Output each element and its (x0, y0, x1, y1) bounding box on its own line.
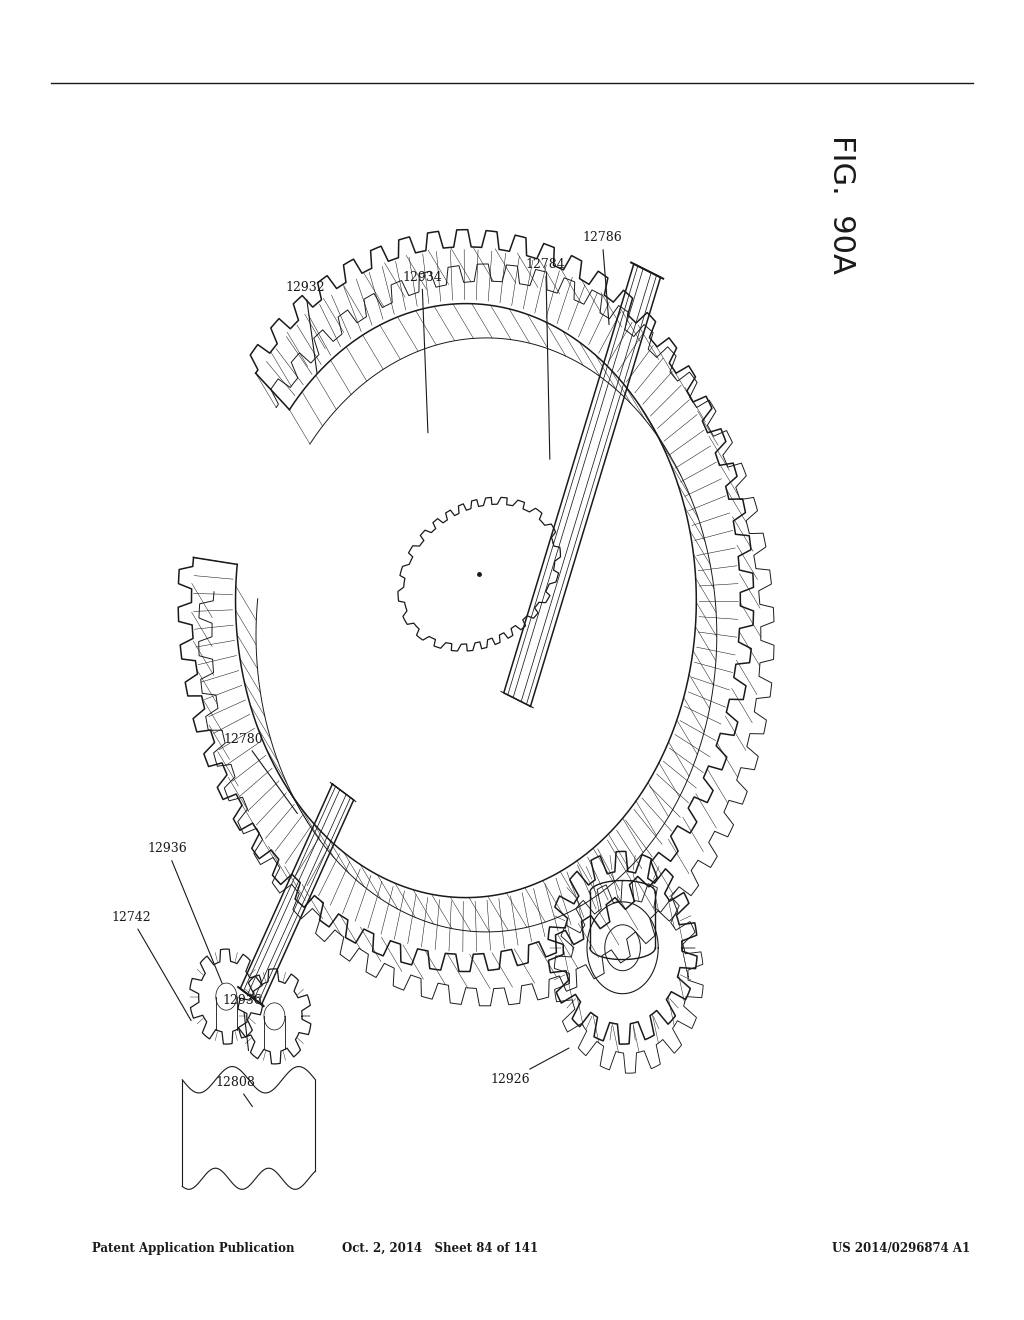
Text: 12808: 12808 (216, 1076, 255, 1106)
Text: 12932: 12932 (286, 281, 325, 374)
Text: 12936: 12936 (147, 842, 222, 983)
Text: FIG.  90A: FIG. 90A (827, 135, 856, 275)
Text: Oct. 2, 2014   Sheet 84 of 141: Oct. 2, 2014 Sheet 84 of 141 (342, 1242, 539, 1255)
Text: 12780: 12780 (224, 733, 297, 813)
Text: 12784: 12784 (526, 257, 565, 459)
Text: Patent Application Publication: Patent Application Publication (92, 1242, 295, 1255)
Text: US 2014/0296874 A1: US 2014/0296874 A1 (833, 1242, 970, 1255)
Text: 12742: 12742 (112, 911, 191, 1020)
Text: 12786: 12786 (583, 231, 622, 325)
Text: 12936: 12936 (223, 994, 262, 1051)
Text: 12926: 12926 (490, 1048, 569, 1086)
Text: 12934: 12934 (402, 271, 441, 433)
